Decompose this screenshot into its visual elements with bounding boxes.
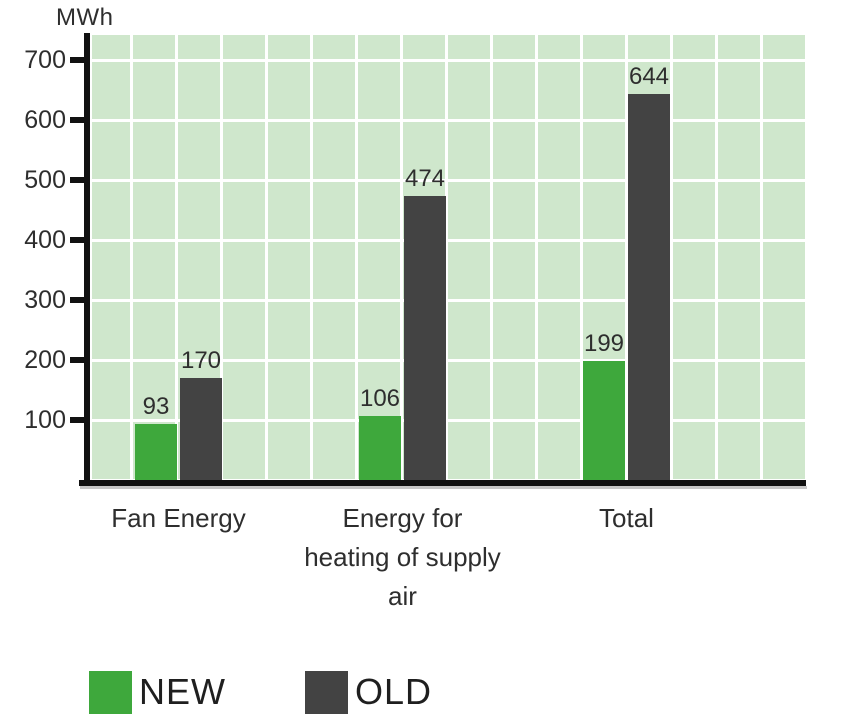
bar-old bbox=[180, 378, 222, 480]
y-axis-tick-label: 400 bbox=[24, 226, 66, 254]
bar-value-label: 474 bbox=[404, 165, 446, 192]
bar-value-label: 170 bbox=[180, 347, 222, 374]
y-axis-tick-label: 600 bbox=[24, 106, 66, 134]
y-axis-tick-label: 200 bbox=[24, 346, 66, 374]
category-label: Fan Energy bbox=[111, 503, 246, 533]
bar-group: 93 170 bbox=[135, 33, 222, 480]
x-axis-category-labels: Fan Energy Energy for heating of supply a… bbox=[90, 499, 806, 619]
y-axis-tick-label: 100 bbox=[24, 406, 66, 434]
y-axis-tick bbox=[70, 417, 84, 423]
legend-item-new: NEW bbox=[89, 670, 226, 714]
y-axis-tick bbox=[70, 57, 84, 63]
y-axis-tick-label: 700 bbox=[24, 46, 66, 74]
legend-swatch-new bbox=[89, 670, 132, 714]
y-axis-tick bbox=[70, 297, 84, 303]
bar-group: 199 644 bbox=[583, 33, 670, 480]
bar-old bbox=[404, 196, 446, 480]
y-axis-unit-label: MWh bbox=[56, 4, 114, 31]
legend: NEW OLD bbox=[0, 670, 850, 715]
bar-new bbox=[135, 424, 177, 480]
bar-group: 106 474 bbox=[359, 33, 446, 480]
bar-value-label: 199 bbox=[583, 330, 625, 357]
legend-item-old: OLD bbox=[305, 670, 432, 714]
plot-area: 100 200 300 400 500 600 700 93 170 106 474 199 644 bbox=[24, 33, 807, 489]
legend-label-new: NEW bbox=[139, 671, 226, 712]
legend-swatch-old bbox=[305, 670, 348, 714]
y-axis-tick bbox=[70, 117, 84, 123]
y-axis-tick bbox=[70, 237, 84, 243]
y-axis-tick-label: 300 bbox=[24, 286, 66, 314]
category-label: Total bbox=[599, 503, 654, 533]
y-axis-tick-label: 500 bbox=[24, 166, 66, 194]
bar-value-label: 644 bbox=[628, 63, 670, 90]
bar-value-label: 93 bbox=[142, 393, 170, 420]
bar-new bbox=[583, 361, 625, 480]
bar-new bbox=[359, 416, 401, 480]
legend-label-old: OLD bbox=[355, 671, 433, 712]
bar-value-label: 106 bbox=[359, 385, 401, 412]
y-axis-tick bbox=[70, 177, 84, 183]
y-axis-tick bbox=[70, 357, 84, 363]
bar-old bbox=[628, 94, 670, 480]
category-label: Energy for heating of supply air bbox=[304, 503, 501, 611]
